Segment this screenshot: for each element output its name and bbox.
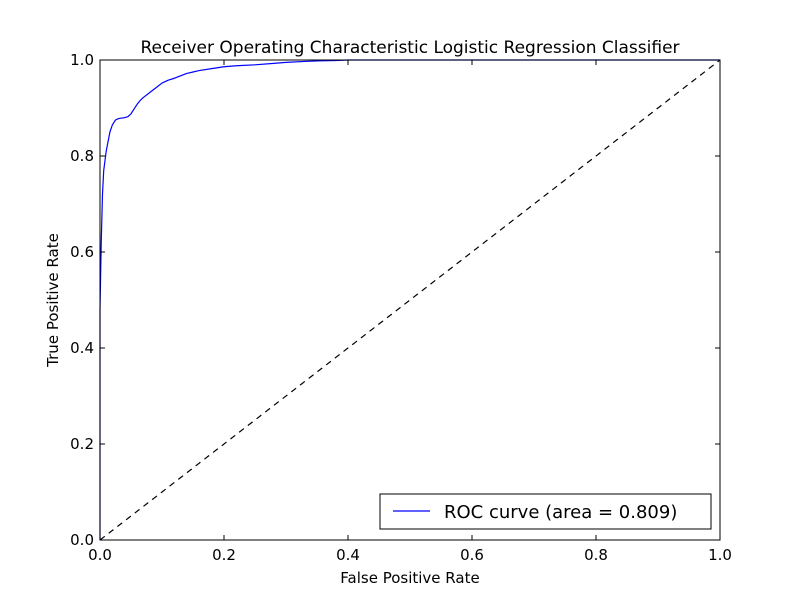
x-tick-label: 0.8 [584,546,608,564]
plot-area [99,59,721,541]
x-tick-label: 1.0 [708,546,732,564]
legend: ROC curve (area = 0.809) [379,493,712,530]
x-tick-label: 0.4 [336,546,360,564]
legend-label: ROC curve (area = 0.809) [444,502,677,523]
x-tick-label: 0.6 [460,546,484,564]
y-tick-label: 0.2 [70,435,94,453]
roc-curve-line [99,59,720,540]
x-tick-label: 0.2 [212,546,236,564]
y-tick-label: 0.8 [70,147,94,165]
x-axis-ticks: 0.0 0.2 0.4 0.6 0.8 1.0 [88,60,732,564]
y-axis-ticks: 0.0 0.2 0.4 0.6 0.8 1.0 [70,51,720,549]
reference-diagonal-line [99,59,721,541]
y-tick-label: 0.6 [70,243,94,261]
y-axis-label: True Positive Rate [44,233,62,368]
x-tick-label: 0.0 [88,546,112,564]
legend-frame [379,493,712,530]
y-tick-label: 0.4 [70,339,94,357]
x-axis-label: False Positive Rate [340,569,479,587]
y-tick-label: 1.0 [70,51,94,69]
chart-title: Receiver Operating Characteristic Logist… [140,38,679,58]
axes-frame [99,59,721,541]
y-tick-label: 0.0 [70,531,94,549]
